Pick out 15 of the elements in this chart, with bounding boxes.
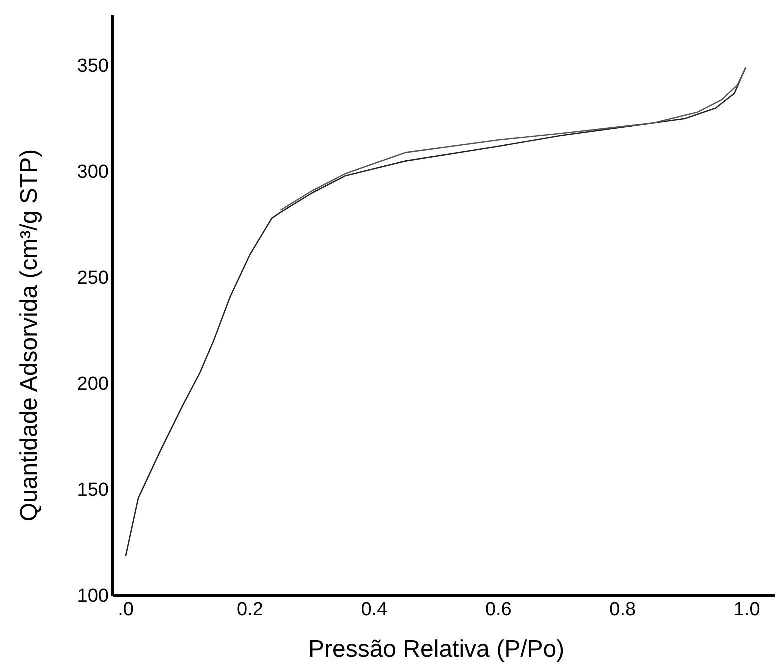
y-axis-title: Quantidade Adsorvida (cm³/g STP) — [16, 149, 43, 522]
x-axis-title: Pressão Relativa (P/Po) — [308, 636, 565, 663]
y-tick-label: 200 — [77, 374, 109, 396]
y-tick-label: 350 — [77, 56, 109, 77]
y-tick-label: 150 — [77, 480, 109, 502]
y-tick-label: 100 — [77, 586, 109, 608]
x-tick-label: 0.8 — [610, 599, 636, 620]
y-tick-label: 300 — [77, 162, 109, 183]
x-tick-label: 0.4 — [361, 599, 388, 620]
y-tick-label: 250 — [77, 268, 109, 290]
x-tick-label: 0.6 — [485, 599, 512, 620]
x-tick-label: 1.0 — [734, 599, 760, 620]
x-tick-label: 0.2 — [237, 599, 264, 620]
x-tick-label: .0 — [118, 599, 134, 620]
line-series — [280, 67, 746, 211]
